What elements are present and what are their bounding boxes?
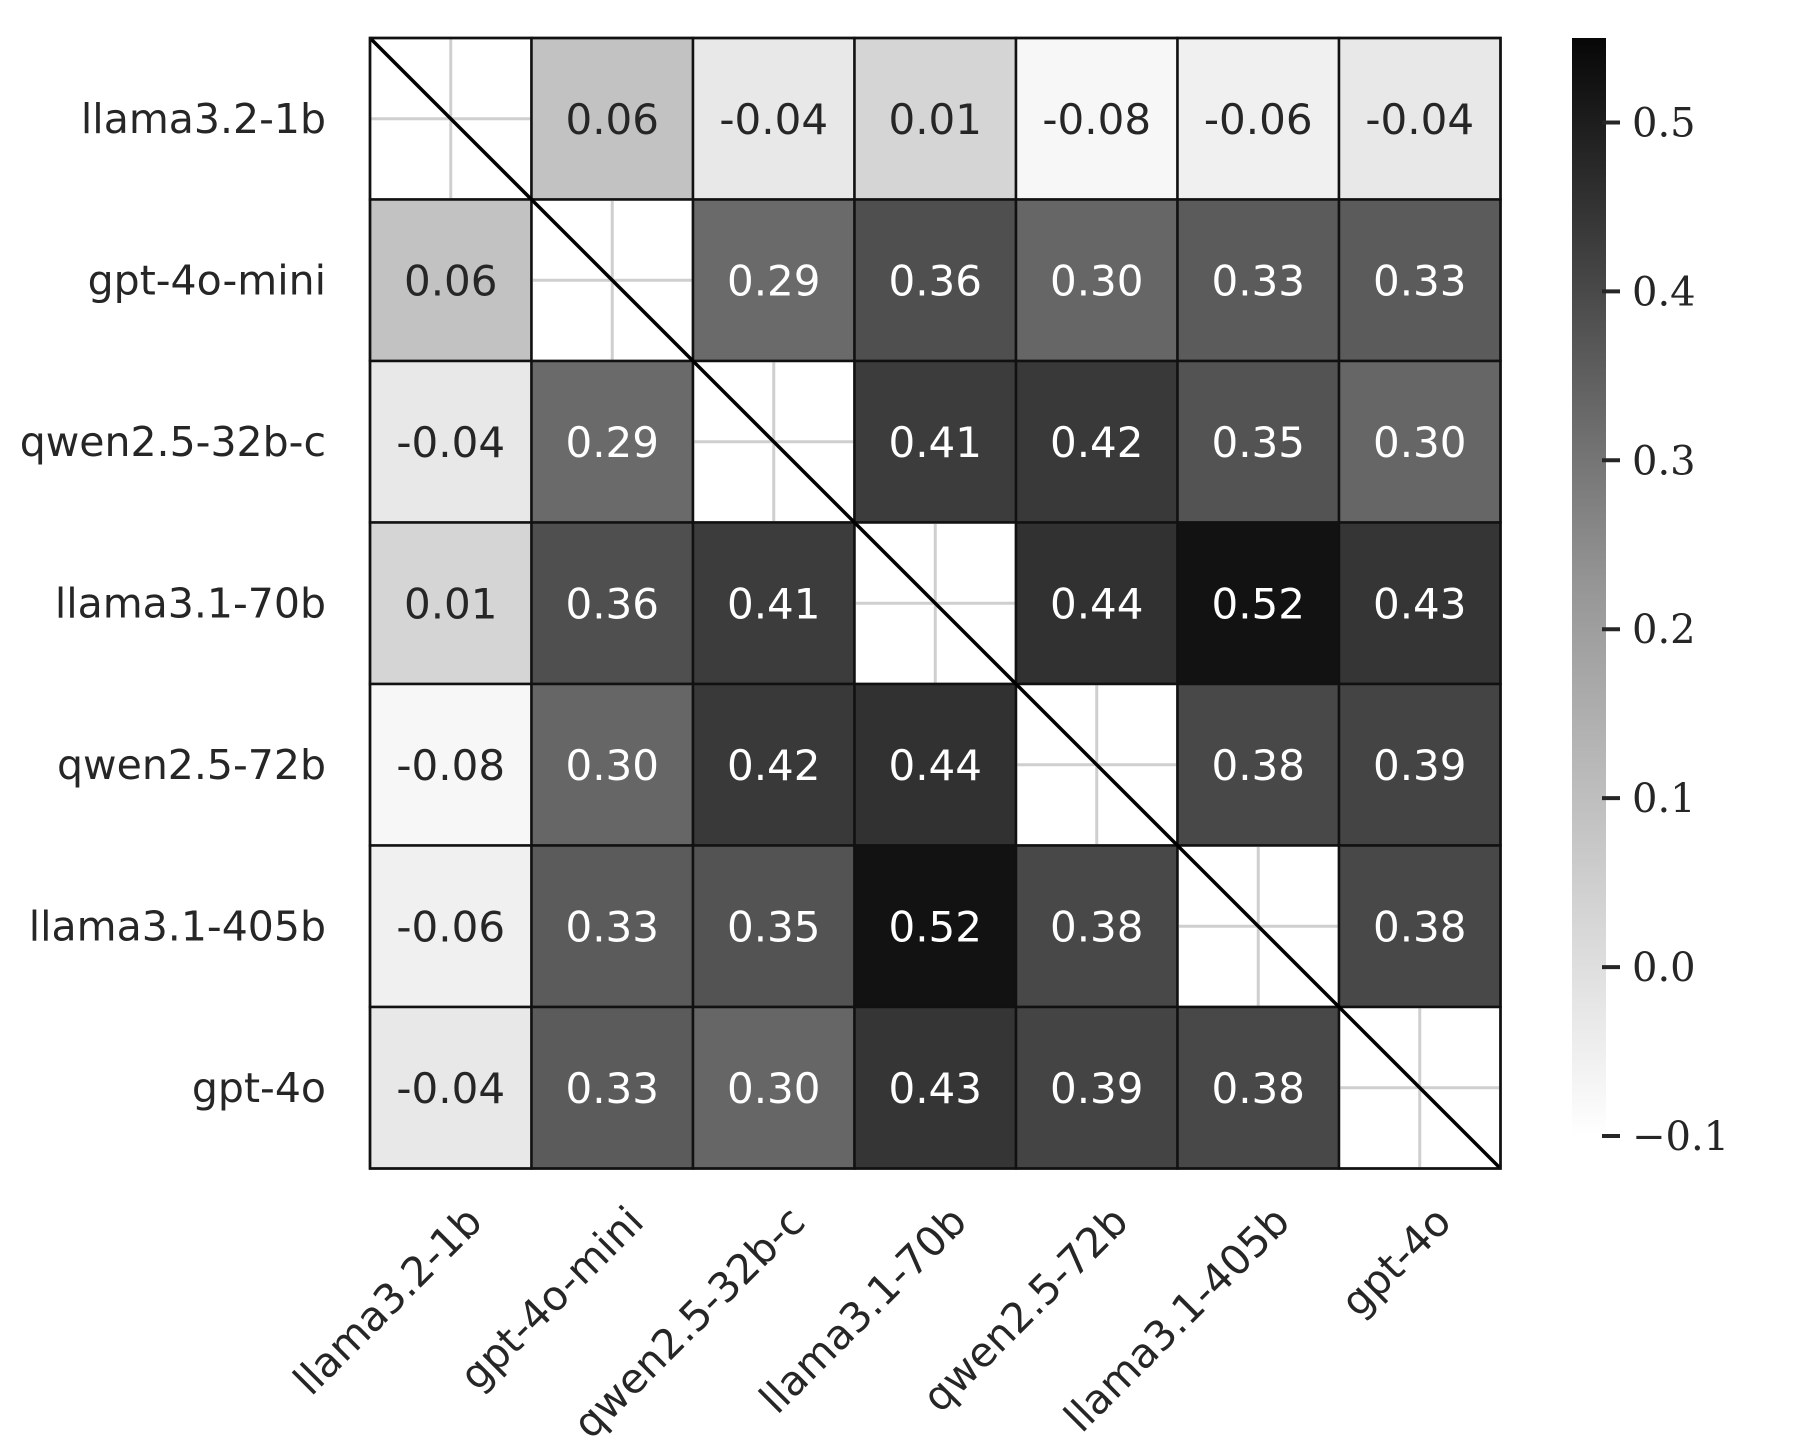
cell-value-label: -0.04: [396, 1064, 505, 1113]
cell-value-label: 0.06: [565, 95, 659, 144]
heatmap-border: [368, 36, 1502, 1170]
colorbar-tick-label: 0.5: [1632, 100, 1696, 146]
cell-value-label: 0.35: [727, 902, 821, 951]
heatmap-cell: [368, 1005, 533, 1170]
cell-value-label: 0.41: [888, 418, 982, 467]
heatmap-cell: [368, 521, 533, 686]
heatmap-cell: [1337, 844, 1502, 1009]
cell-value-label: 0.43: [888, 1064, 982, 1113]
heatmap-cell: [853, 359, 1018, 524]
heatmap-cell: [1014, 198, 1179, 363]
y-tick-label: llama3.2-1b: [81, 95, 326, 143]
colorbar-gradient: [1572, 38, 1606, 1136]
heatmap-cell: [853, 1005, 1018, 1170]
y-axis-tick-labels: llama3.2-1b gpt-4o-mini qwen2.5-32b-c llama…: [20, 95, 326, 1112]
cell-value-label: 0.35: [1211, 418, 1305, 467]
cell-value-label: 0.44: [888, 741, 982, 790]
cell-value-label: 0.43: [1373, 579, 1467, 628]
colorbar-tick-label: −0.1: [1632, 1114, 1729, 1160]
y-tick-label: llama3.1-70b: [55, 579, 326, 627]
cell-value-label: 0.42: [727, 741, 821, 790]
cell-value-label: 0.52: [1211, 579, 1305, 628]
y-tick-label: llama3.1-405b: [29, 902, 326, 950]
cell-value-label: 0.33: [1211, 256, 1305, 305]
heatmap-cell: [530, 844, 695, 1009]
y-tick-label: qwen2.5-72b: [57, 741, 326, 789]
cell-value-label: 0.30: [1373, 418, 1467, 467]
cell-value-label: 0.01: [404, 579, 498, 628]
cell-value-label: 0.36: [888, 256, 982, 305]
heatmap-cell: [368, 682, 533, 847]
cell-value-label: 0.33: [565, 1064, 659, 1113]
heatmap-cell: [691, 198, 856, 363]
cell-value-label: -0.06: [396, 902, 505, 951]
heatmap-diagonal-lines: [368, 36, 1502, 1170]
y-tick-label: qwen2.5-32b-c: [20, 418, 326, 466]
cell-value-label: -0.06: [1204, 95, 1313, 144]
colorbar-tick-label: 0.4: [1632, 269, 1696, 315]
y-tick-label: gpt-4o: [192, 1064, 326, 1112]
heatmap-cell: [1014, 1005, 1179, 1170]
heatmap-cell: [691, 844, 856, 1009]
cell-value-label: 0.39: [1050, 1064, 1144, 1113]
colorbar-tick-label: 0.3: [1632, 438, 1696, 484]
heatmap-cell: [1176, 521, 1341, 686]
cell-value-label: -0.04: [1365, 95, 1474, 144]
cell-value-label: 0.52: [888, 902, 982, 951]
cell-value-label: 0.38: [1211, 741, 1305, 790]
colorbar-tick-label: 0.0: [1632, 945, 1696, 991]
cell-value-label: -0.04: [396, 418, 505, 467]
cell-value-label: 0.29: [727, 256, 821, 305]
heatmap-cell: [853, 844, 1018, 1009]
colorbar: −0.1 0.0 0.1 0.2 0.3 0.4 0.5: [1572, 38, 1729, 1160]
heatmap-cells: [368, 36, 1502, 1170]
cell-value-label: 0.38: [1211, 1064, 1305, 1113]
cell-value-label: 0.39: [1373, 741, 1467, 790]
cell-value-label: 0.44: [1050, 579, 1144, 628]
cell-value-label: -0.04: [719, 95, 828, 144]
heatmap-cell: [1337, 198, 1502, 363]
cell-value-label: 0.42: [1050, 418, 1144, 467]
heatmap-cell: [1176, 1005, 1341, 1170]
heatmap-cell-labels: 0.06 -0.04 0.01 -0.08 -0.06 -0.04 0.06 0.29 0.36…: [396, 95, 1474, 1113]
colorbar-tick-label: 0.1: [1632, 776, 1696, 822]
heatmap-cell: [1337, 521, 1502, 686]
cell-value-label: 0.41: [727, 579, 821, 628]
cell-value-label: 0.36: [565, 579, 659, 628]
heatmap-cell: [1176, 359, 1341, 524]
cell-value-label: 0.38: [1373, 902, 1467, 951]
cell-value-label: -0.08: [396, 741, 505, 790]
heatmap-cell: [1014, 844, 1179, 1009]
heatmap-cell: [1014, 359, 1179, 524]
cell-value-label: 0.33: [1373, 256, 1467, 305]
cell-value-label: -0.08: [1042, 95, 1151, 144]
y-tick-label: gpt-4o-mini: [88, 256, 326, 304]
heatmap-cell: [691, 682, 856, 847]
heatmap-cell: [853, 36, 1018, 201]
x-tick-label: gpt-4o: [1332, 1197, 1461, 1326]
heatmap-cell: [530, 359, 695, 524]
cell-value-label: 0.30: [727, 1064, 821, 1113]
cell-value-label: 0.29: [565, 418, 659, 467]
heatmap-cell: [530, 36, 695, 201]
cell-value-label: 0.06: [404, 256, 498, 305]
cell-value-label: 0.30: [565, 741, 659, 790]
heatmap-cell: [1176, 36, 1341, 201]
heatmap-cell: [1337, 359, 1502, 524]
colorbar-tick-label: 0.2: [1632, 607, 1696, 653]
heatmap-cell: [691, 1005, 856, 1170]
cell-value-label: 0.30: [1050, 256, 1144, 305]
cell-value-label: 0.33: [565, 902, 659, 951]
diagonal-line: [368, 36, 1502, 1170]
x-axis-tick-labels: llama3.2-1bgpt-4o-miniqwen2.5-32b-cllama…: [284, 1197, 1460, 1444]
heatmap-cell: [368, 844, 533, 1009]
cell-value-label: 0.01: [888, 95, 982, 144]
heatmap-cell: [530, 521, 695, 686]
cell-value-label: 0.38: [1050, 902, 1144, 951]
